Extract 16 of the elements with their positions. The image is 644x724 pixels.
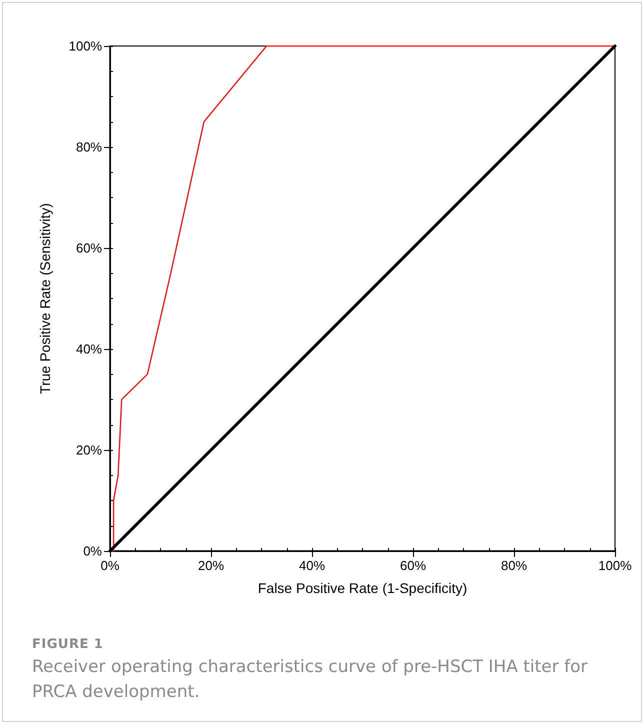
y-tick-label: 20% [76,442,102,458]
x-axis-title: False Positive Rate (1-Specificity) [258,580,468,596]
y-tick-label: 80% [76,140,102,154]
y-tick-label: 60% [76,240,102,256]
caption: FIGURE 1 [32,637,104,652]
y-tick-label: 100% [68,38,102,54]
x-tick-label: 20% [198,558,224,573]
text: Receiver operating characteristics curve of pre-HSCT IHA titer for PRCA development. [32,656,589,704]
x-tick-label: 100% [598,558,632,573]
x-tick-label: 0% [100,558,120,573]
x-tick-label: 80% [500,558,528,573]
x-tick-label: 60% [400,558,426,573]
y-tick-label: 40% [76,342,102,356]
x-tick-label: 40% [298,558,326,573]
y-tick-label: 0% [83,544,102,558]
y-axis-title: True Positive Rate (Sensitivity) [37,203,53,394]
